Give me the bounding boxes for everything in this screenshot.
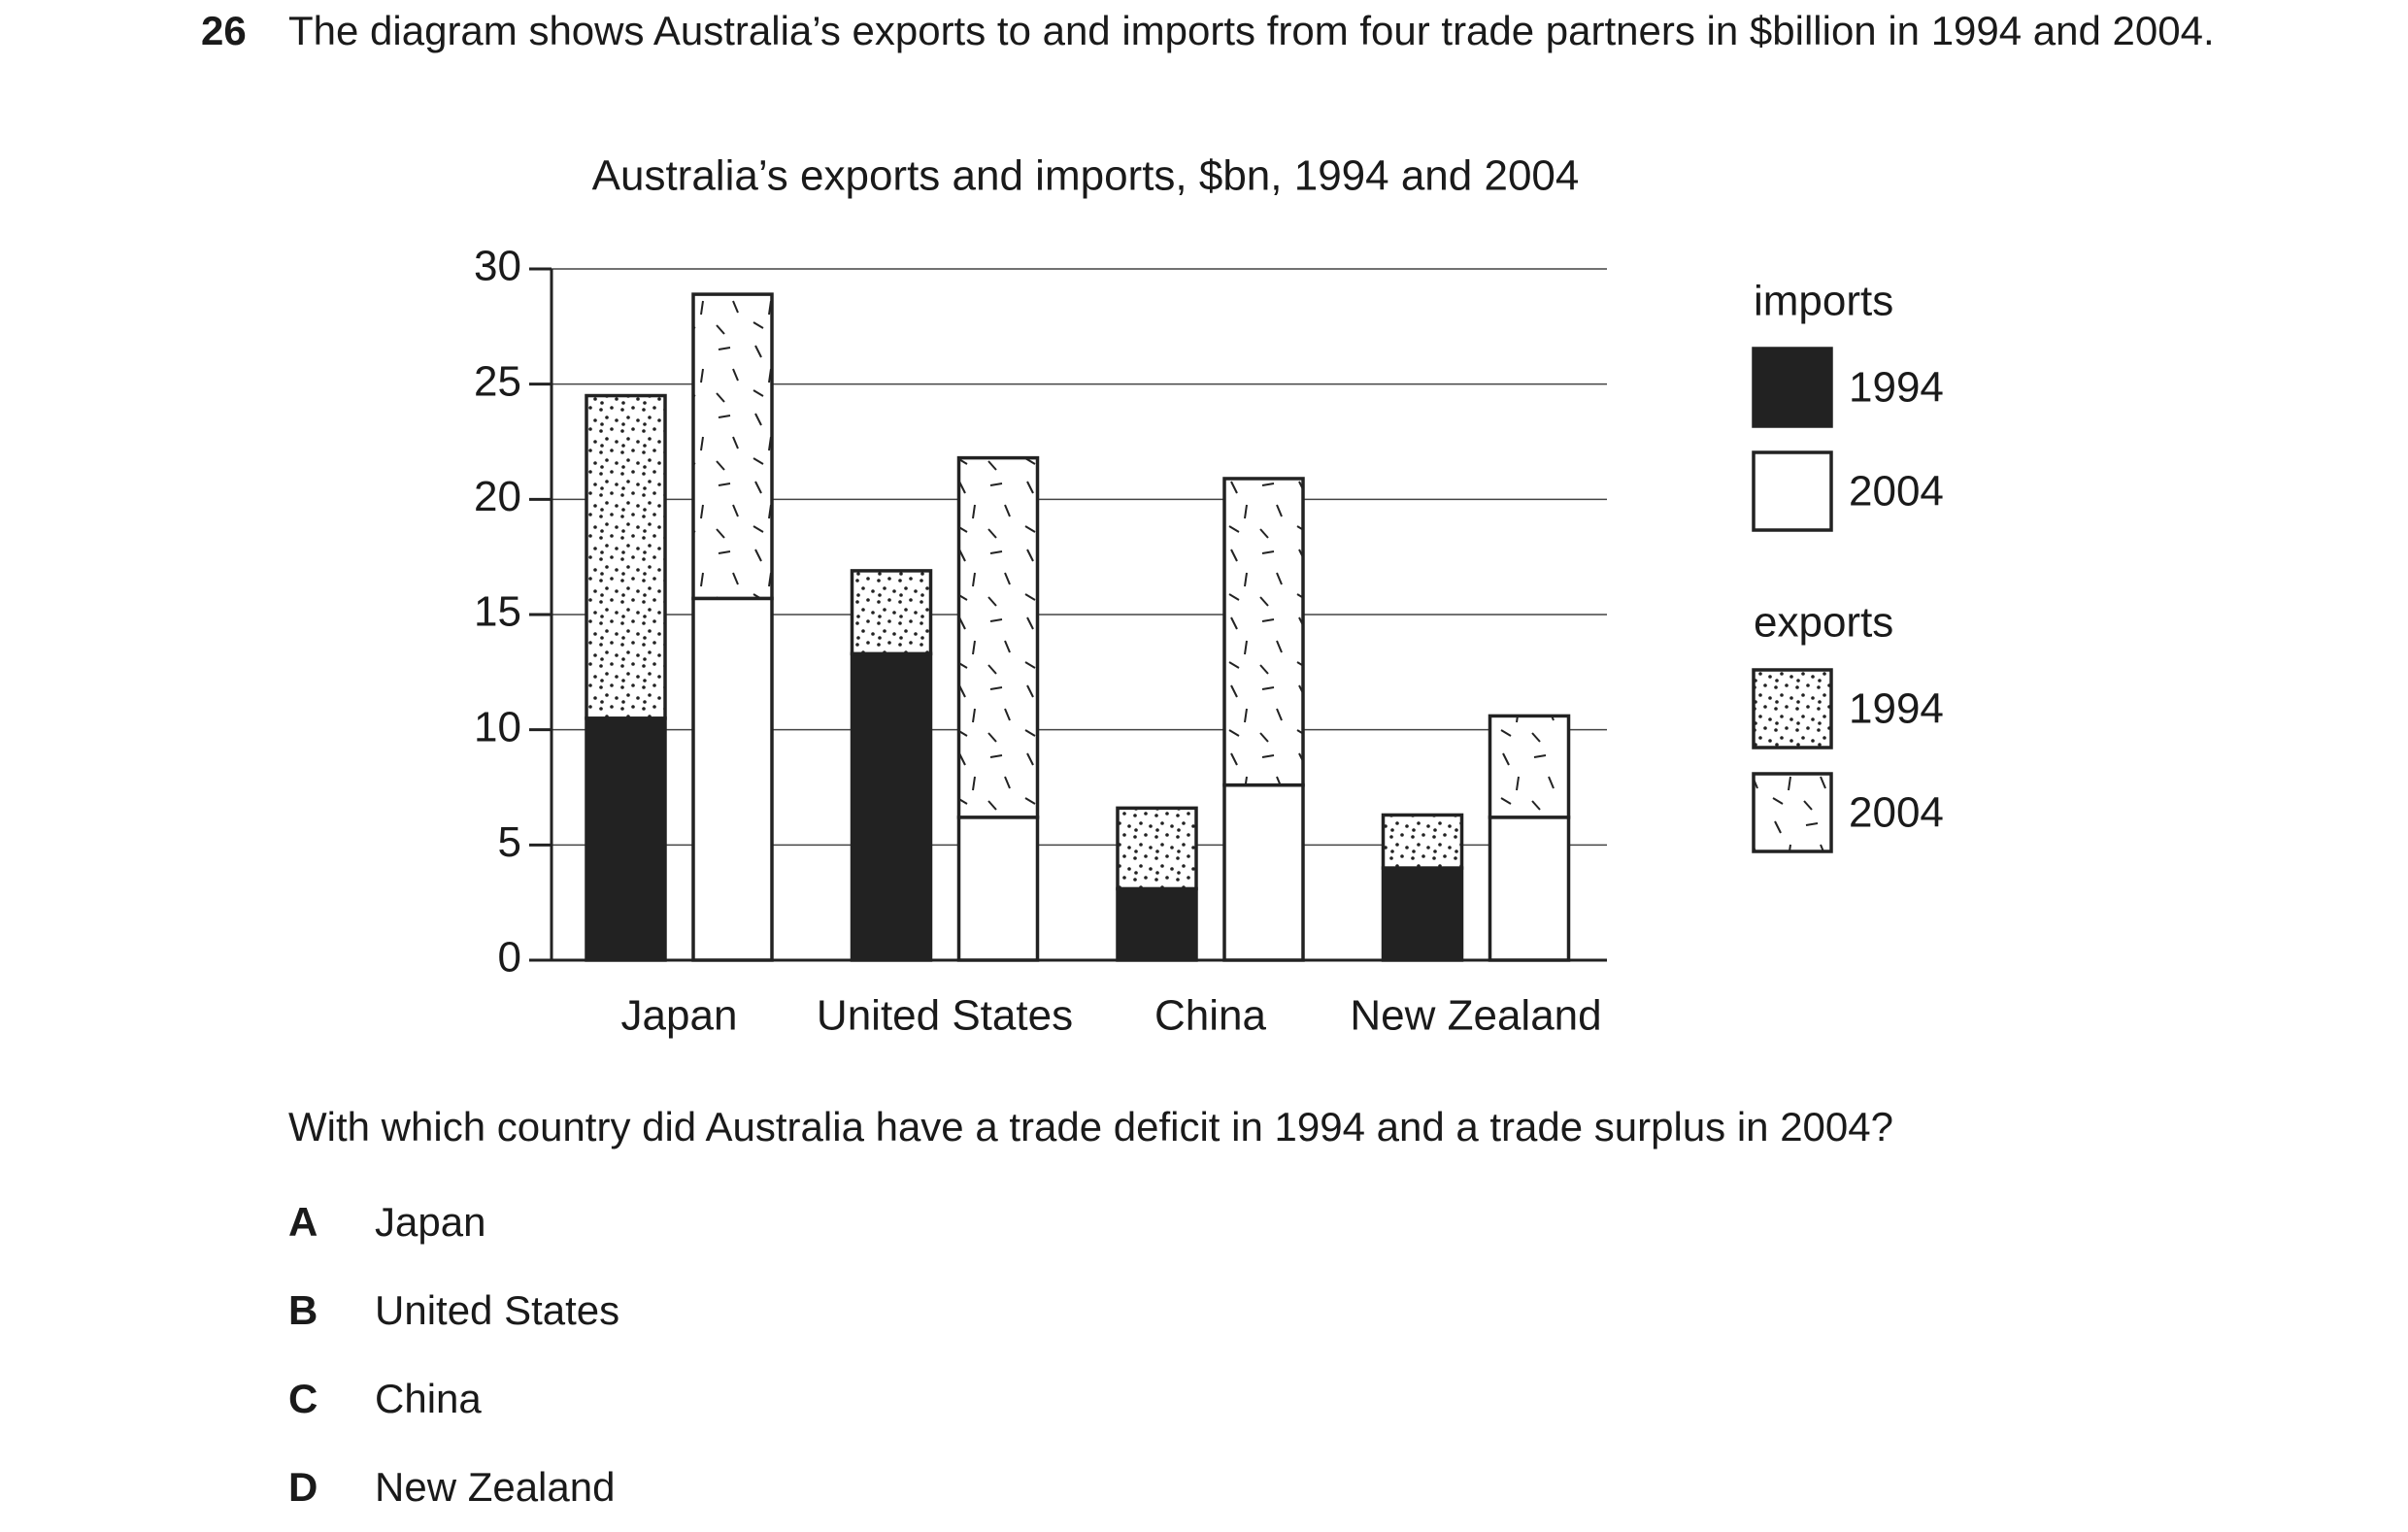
- bar-segment: [1222, 783, 1305, 962]
- y-tick-label: 30: [474, 243, 521, 290]
- question-number: 26: [201, 8, 247, 53]
- bar-segment: [691, 596, 774, 962]
- y-tick-label: 10: [474, 703, 521, 750]
- bar-segment: [1488, 714, 1571, 819]
- bar-segment: [585, 716, 667, 962]
- x-tick-label: China: [1154, 992, 1266, 1040]
- bar-segment: [691, 292, 774, 601]
- x-tick-label: Japan: [621, 992, 738, 1040]
- option-letter: A: [288, 1199, 318, 1245]
- y-tick-label: 15: [474, 588, 521, 636]
- bar-segment: [1116, 806, 1198, 891]
- bar-segment: [1381, 813, 1464, 870]
- x-tick-label: New Zealand: [1350, 992, 1601, 1040]
- legend-swatch: [1752, 772, 1833, 853]
- prompt: With which country did Australia have a …: [288, 1104, 1893, 1149]
- legend-label: 2004: [1849, 468, 1944, 516]
- option-letter: B: [288, 1287, 318, 1333]
- option-letter: C: [288, 1376, 318, 1421]
- bar-segment: [956, 455, 1040, 819]
- chart-title: Australia’s exports and imports, $bn, 19…: [592, 152, 1580, 200]
- option-text: New Zealand: [375, 1464, 616, 1510]
- option-text: China: [375, 1376, 482, 1421]
- legend-group-title: exports: [1754, 599, 1893, 647]
- bar-segment: [1222, 477, 1305, 787]
- legend-swatch: [1752, 347, 1833, 428]
- legend-label: 2004: [1849, 789, 1944, 837]
- bar-segment: [1381, 866, 1464, 962]
- question-text: The diagram shows Australia’s exports to…: [288, 8, 2215, 53]
- option-text: United States: [375, 1287, 620, 1333]
- legend-group-title: imports: [1754, 278, 1893, 325]
- y-tick-label: 20: [474, 473, 521, 520]
- bar-segment: [956, 816, 1040, 962]
- legend-swatch: [1752, 668, 1833, 749]
- bar-segment: [850, 569, 933, 656]
- legend-label: 1994: [1849, 685, 1944, 733]
- x-tick-label: United States: [817, 992, 1073, 1040]
- legend-swatch: [1752, 450, 1833, 532]
- option-letter: D: [288, 1464, 318, 1510]
- bar-segment: [1488, 816, 1571, 962]
- legend-label: 1994: [1849, 364, 1944, 412]
- bar-segment: [585, 393, 667, 720]
- bar-segment: [1116, 886, 1198, 962]
- bar-segment: [850, 651, 933, 962]
- y-tick-label: 5: [498, 818, 521, 866]
- y-tick-label: 0: [498, 934, 521, 982]
- option-text: Japan: [375, 1199, 486, 1245]
- y-tick-label: 25: [474, 357, 521, 405]
